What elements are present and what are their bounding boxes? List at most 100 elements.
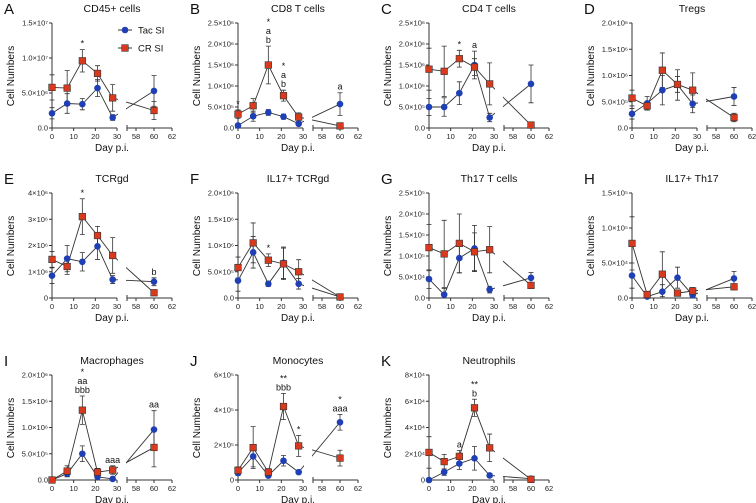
panel-title: Monocytes xyxy=(273,355,324,367)
x-tick-label: 20 xyxy=(277,132,285,141)
significance-annotation: bbb xyxy=(276,382,291,392)
x-tick-label: 10 xyxy=(69,132,77,141)
data-point-cr xyxy=(658,66,666,74)
panel-letter: E xyxy=(4,171,14,188)
data-point-cr xyxy=(440,250,448,258)
axis-break-gap xyxy=(495,188,503,305)
data-point-cr xyxy=(470,248,479,256)
x-tick-label: 0 xyxy=(236,132,240,141)
x-tick-label: 30 xyxy=(299,132,307,141)
y-tick-label: 2.5×10⁶ xyxy=(208,19,234,28)
y-tick-label: 2.0×10⁶ xyxy=(22,371,48,380)
y-axis-label: Cell Numbers xyxy=(383,46,394,107)
x-tick-label: 0 xyxy=(50,302,54,311)
data-point-cr xyxy=(249,102,257,110)
y-tick-label: 0.0 xyxy=(224,294,234,303)
panel-a: A CD45+ cells Cell Numbers Day p.i. 0.0 5.0×1… xyxy=(4,1,176,154)
data-point-tac xyxy=(689,100,696,108)
data-point-cr xyxy=(249,444,257,452)
data-point-cr xyxy=(93,468,102,476)
x-axis-label: Day p.i. xyxy=(95,313,129,324)
data-point-cr xyxy=(109,466,117,474)
x-axis-label: Day p.i. xyxy=(472,143,506,154)
y-tick-label: 2×10⁵ xyxy=(214,441,234,450)
x-tick-label: 10 xyxy=(69,484,77,493)
axis-break-gap xyxy=(304,188,312,305)
y-tick-label: 1.5×10⁵ xyxy=(602,189,628,198)
legend-label-cr: CR SI xyxy=(138,44,163,55)
y-tick-label: 5.0×10⁴ xyxy=(602,259,628,268)
data-point-cr xyxy=(527,475,535,483)
y-tick-label: 2.0×10⁶ xyxy=(208,40,234,49)
y-tick-label: 0 xyxy=(421,476,425,485)
data-point-cr xyxy=(658,270,666,278)
data-point-tac xyxy=(659,86,666,94)
data-point-tac xyxy=(425,476,433,484)
data-point-cr xyxy=(689,86,697,94)
y-tick-label: 1.5×10⁶ xyxy=(22,397,48,406)
data-point-cr xyxy=(264,468,272,476)
panel-h: H IL17+ Th17 Cell Numbers Day p.i. 0.0 5.0×10… xyxy=(584,171,756,324)
data-point-cr xyxy=(730,283,738,291)
x-tick-label: 30 xyxy=(693,302,701,311)
x-tick-label: 30 xyxy=(299,484,307,493)
x-tick-label: 60 xyxy=(336,302,344,311)
axis-break-gap xyxy=(495,18,503,135)
x-axis-label: Day p.i. xyxy=(281,495,315,503)
data-point-cr xyxy=(150,443,158,452)
data-point-tac xyxy=(79,100,86,108)
significance-annotation: b xyxy=(281,79,286,89)
data-point-cr xyxy=(279,92,288,100)
axis-break-gap xyxy=(495,370,503,487)
axis-break-gap xyxy=(304,18,312,135)
y-tick-label: 6×10⁵ xyxy=(214,371,234,380)
data-point-cr xyxy=(425,244,433,252)
panel-title: IL17+ TCRgd xyxy=(267,173,330,185)
x-tick-label: 60 xyxy=(150,302,158,311)
data-point-tac xyxy=(730,93,738,100)
axis-break-gap xyxy=(118,370,126,487)
significance-annotation: b xyxy=(151,267,156,277)
y-tick-label: 5.0×10⁶ xyxy=(22,89,48,98)
y-axis-label: Cell Numbers xyxy=(383,216,394,277)
data-point-cr xyxy=(234,263,242,272)
significance-annotation: * xyxy=(267,243,271,253)
data-point-cr xyxy=(455,55,463,63)
significance-annotation: * xyxy=(297,424,301,434)
axis-break-gap xyxy=(698,18,706,135)
data-point-cr xyxy=(673,289,682,297)
legend-label-tac: Tac SI xyxy=(138,26,164,37)
significance-annotation: a xyxy=(281,70,286,80)
legend-marker-tac xyxy=(121,26,129,34)
data-point-tac xyxy=(295,120,302,128)
y-tick-label: 1.5×10⁶ xyxy=(208,215,234,224)
data-point-tac xyxy=(48,272,56,279)
x-tick-label: 20 xyxy=(671,302,679,311)
x-tick-label: 30 xyxy=(490,302,498,311)
significance-annotation: a xyxy=(472,40,477,50)
x-tick-label: 10 xyxy=(255,484,263,493)
x-tick-label: 20 xyxy=(91,302,99,311)
x-tick-label: 62 xyxy=(748,132,756,141)
y-tick-label: 1×10⁶ xyxy=(28,267,48,276)
y-tick-label: 0.0 xyxy=(415,124,425,133)
y-tick-label: 2.5×10⁶ xyxy=(399,19,425,28)
y-tick-label: 1.0×10⁷ xyxy=(22,54,48,63)
x-tick-label: 0 xyxy=(427,302,431,311)
data-point-cr xyxy=(440,67,448,75)
data-point-cr xyxy=(78,406,86,414)
x-tick-label: 10 xyxy=(255,302,263,311)
significance-annotation: * xyxy=(338,394,342,404)
y-tick-label: 2.0×10⁵ xyxy=(399,210,425,219)
data-point-cr xyxy=(336,454,344,462)
x-tick-label: 30 xyxy=(490,484,498,493)
data-point-cr xyxy=(48,83,56,91)
data-point-cr xyxy=(150,106,158,115)
y-tick-label: 0 xyxy=(44,294,48,303)
panel-e: E TCRgd Cell Numbers Day p.i. 0 1×10⁶ 2×10⁶ 3×1… xyxy=(4,171,176,324)
x-tick-label: 60 xyxy=(150,132,158,141)
significance-annotation: * xyxy=(458,39,462,49)
x-tick-label: 62 xyxy=(168,484,176,493)
data-point-cr xyxy=(63,262,71,271)
significance-annotation: * xyxy=(267,17,271,27)
